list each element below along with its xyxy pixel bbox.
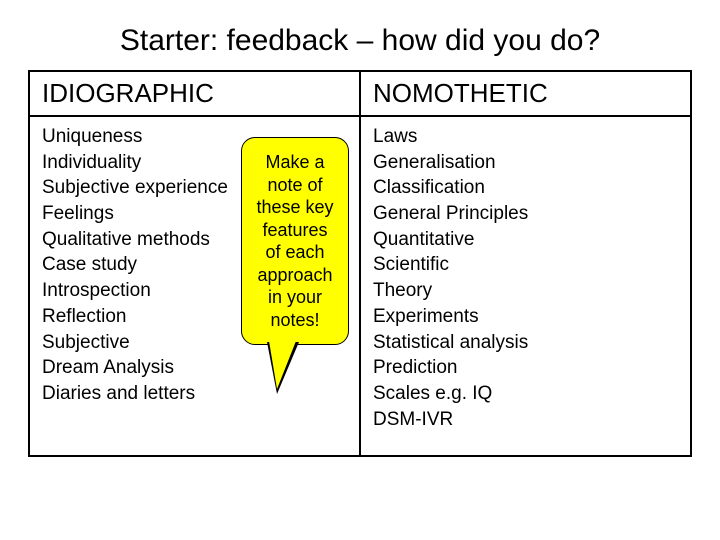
list-item: Scales e.g. IQ <box>373 382 678 407</box>
list-item: Generalisation <box>373 151 678 176</box>
comparison-table: IDIOGRAPHIC NOMOTHETIC UniquenessIndivid… <box>28 70 692 457</box>
callout-box: Make anote ofthese keyfeaturesof eachapp… <box>241 137 349 345</box>
header-idiographic: IDIOGRAPHIC <box>30 72 361 115</box>
list-item: DSM-IVR <box>373 408 678 433</box>
slide-title: Starter: feedback – how did you do? <box>0 0 720 70</box>
callout-line: approach <box>248 264 342 287</box>
callout-line: Make a <box>248 151 342 174</box>
callout-line: notes! <box>248 309 342 332</box>
callout-line: features <box>248 219 342 242</box>
list-item: Prediction <box>373 356 678 381</box>
table-body-row: UniquenessIndividualitySubjective experi… <box>30 117 690 455</box>
callout-line: of each <box>248 241 342 264</box>
idiographic-cell: UniquenessIndividualitySubjective experi… <box>30 117 361 455</box>
list-item: General Principles <box>373 202 678 227</box>
callout-tail-fill <box>269 341 296 389</box>
list-item: Statistical analysis <box>373 331 678 356</box>
list-item: Theory <box>373 279 678 304</box>
list-item: Scientific <box>373 253 678 278</box>
nomothetic-list: LawsGeneralisationClassificationGeneral … <box>373 125 678 432</box>
header-nomothetic: NOMOTHETIC <box>361 72 690 115</box>
list-item: Experiments <box>373 305 678 330</box>
callout-line: note of <box>248 174 342 197</box>
callout-line: in your <box>248 286 342 309</box>
callout-bubble: Make anote ofthese keyfeaturesof eachapp… <box>241 137 349 397</box>
table-header-row: IDIOGRAPHIC NOMOTHETIC <box>30 72 690 117</box>
list-item: Quantitative <box>373 228 678 253</box>
callout-line: these key <box>248 196 342 219</box>
nomothetic-cell: LawsGeneralisationClassificationGeneral … <box>361 117 690 455</box>
list-item: Laws <box>373 125 678 150</box>
list-item: Classification <box>373 176 678 201</box>
